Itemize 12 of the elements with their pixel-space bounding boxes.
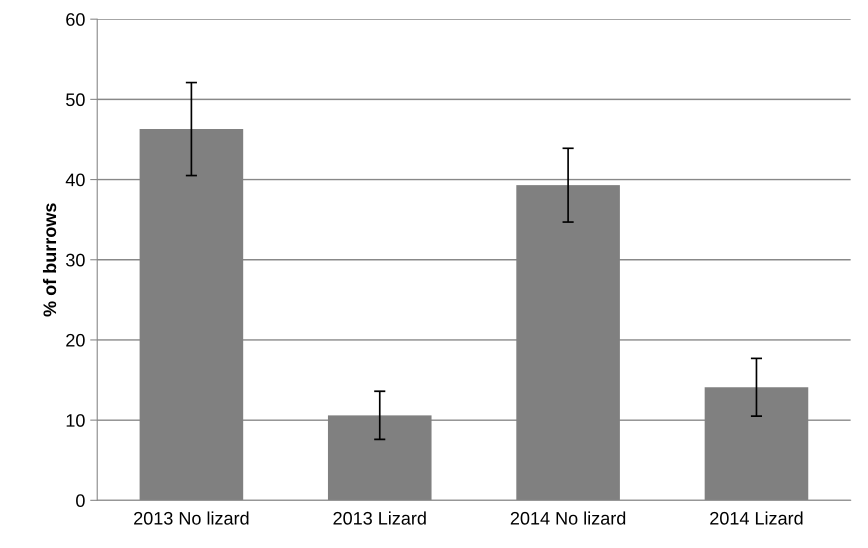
y-tick-label: 20: [66, 334, 85, 347]
y-tick-label: 30: [66, 254, 85, 266]
x-tick-label: 2014 No lizard: [510, 511, 626, 525]
y-tick-label: 10: [66, 414, 85, 427]
y-tick-label: 50: [66, 93, 85, 106]
x-tick-label: 2014 Lizard: [710, 511, 802, 525]
y-tick-label: 0: [76, 494, 85, 508]
y-tick-label: 60: [66, 13, 85, 26]
y-axis-title: % of burrows: [42, 203, 56, 316]
y-tick-label: 40: [66, 173, 85, 186]
x-tick-label: 2013 Lizard: [333, 511, 426, 525]
x-tick-label: 2013 No lizard: [134, 511, 248, 525]
